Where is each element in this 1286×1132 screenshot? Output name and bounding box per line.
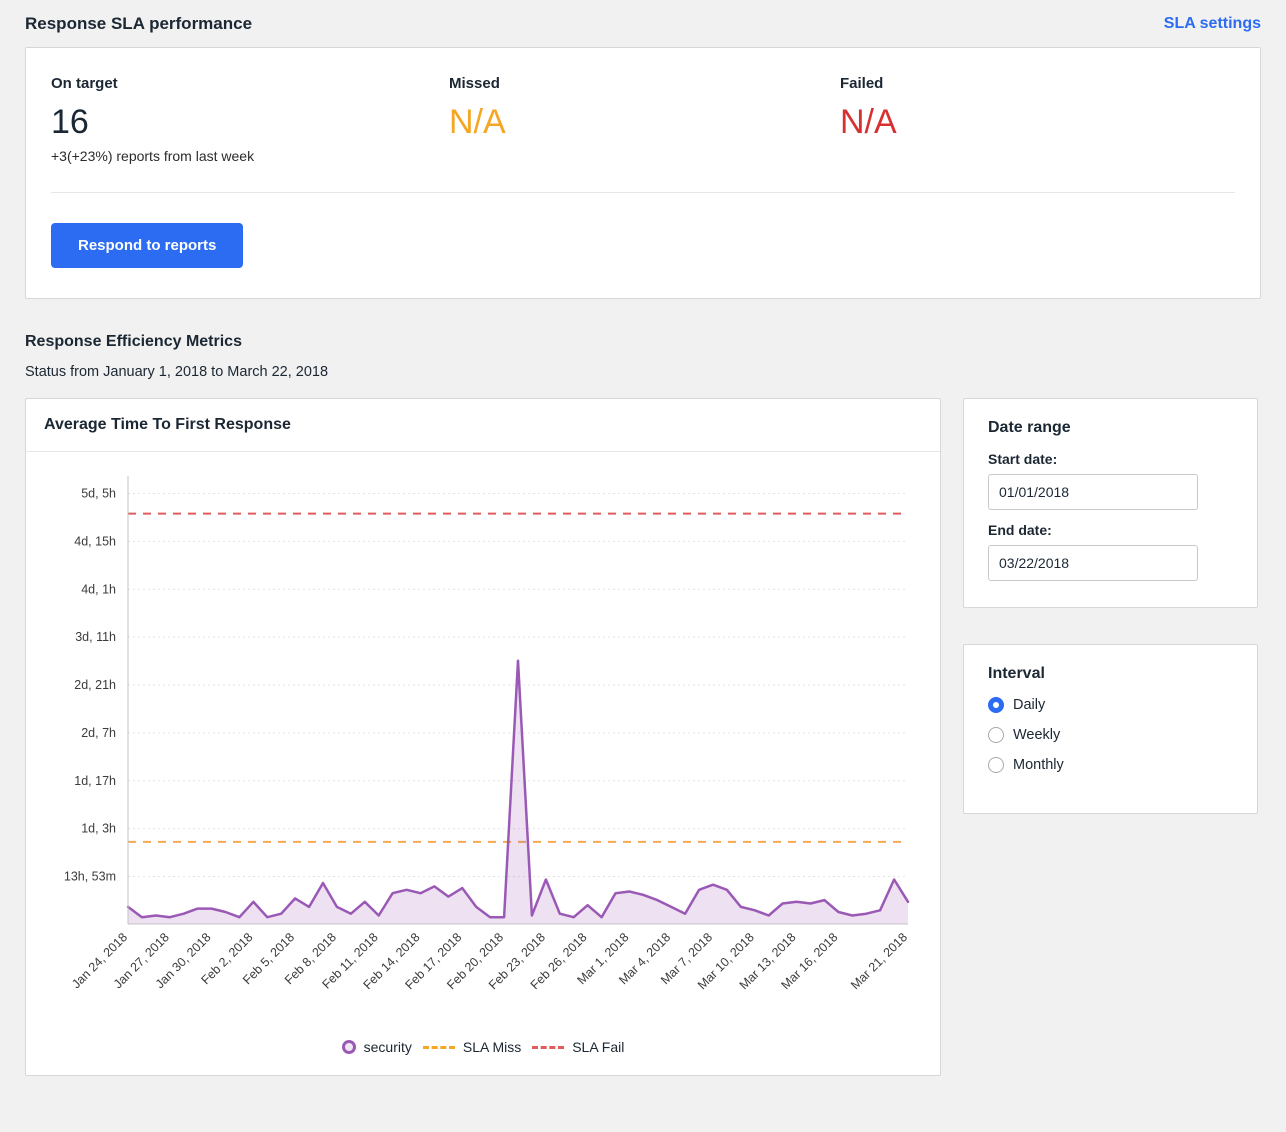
- stat-on-target-label: On target: [51, 75, 118, 92]
- svg-text:13h, 53m: 13h, 53m: [64, 870, 116, 884]
- dashboard-page: Response SLA performance SLA settings On…: [25, 14, 1261, 1077]
- stat-failed-label: Failed: [840, 75, 884, 92]
- metrics-section-header: Response Efficiency Metrics Status from …: [25, 333, 1261, 380]
- end-date-label: End date:: [988, 522, 1052, 539]
- svg-text:Mar 21, 2018: Mar 21, 2018: [848, 931, 910, 993]
- svg-text:2d, 7h: 2d, 7h: [81, 726, 116, 740]
- radio-monthly-icon: [988, 757, 1004, 774]
- radio-daily-icon: [988, 697, 1004, 714]
- radio-monthly-label: Monthly: [1013, 757, 1064, 774]
- stat-on-target-value: 16: [51, 103, 89, 141]
- sla-card-divider: [51, 192, 1235, 194]
- sla-settings-link[interactable]: SLA settings: [1163, 15, 1261, 32]
- date-range-card: Date range Start date: End date:: [963, 398, 1258, 609]
- response-time-chart-card: Average Time To First Response 13h, 53m 1…: [25, 398, 941, 1077]
- sla-miss-dash-icon: [422, 1045, 455, 1049]
- sla-performance-title: Response SLA performance: [25, 14, 253, 33]
- response-time-chart[interactable]: 13h, 53m 1d, 3h 1d, 17h 2d, 7h 2d, 21h 3d, 11…: [36, 460, 916, 1032]
- legend-label-sla-miss: SLA Miss: [462, 1039, 522, 1056]
- legend-item-sla-fail[interactable]: SLA Fail: [532, 1039, 624, 1055]
- interval-option-daily[interactable]: Daily: [988, 697, 1233, 714]
- start-date-label: Start date:: [988, 451, 1058, 468]
- chart-title: Average Time To First Response: [26, 399, 940, 453]
- svg-text:4d, 1h: 4d, 1h: [81, 583, 116, 597]
- security-series-marker-icon: [341, 1040, 356, 1055]
- svg-text:5d, 5h: 5d, 5h: [81, 487, 116, 501]
- interval-option-weekly[interactable]: Weekly: [988, 727, 1233, 744]
- legend-label-security: security: [363, 1039, 412, 1056]
- start-date-input[interactable]: [988, 474, 1198, 511]
- svg-text:4d, 15h: 4d, 15h: [74, 535, 116, 549]
- sla-performance-card: On target 16 +3(+23%) reports from last …: [25, 47, 1261, 300]
- radio-weekly-icon: [988, 727, 1004, 744]
- interval-card: Interval Daily Weekly Monthly: [963, 644, 1258, 815]
- stat-on-target-note: +3(+23%) reports from last week: [51, 148, 255, 165]
- svg-text:3d, 11h: 3d, 11h: [75, 631, 116, 645]
- stat-failed: Failed N/A: [840, 75, 897, 164]
- legend-item-security[interactable]: security: [341, 1039, 412, 1056]
- stat-on-target: On target 16 +3(+23%) reports from last …: [51, 75, 449, 164]
- stat-missed-label: Missed: [449, 75, 500, 92]
- metrics-subtitle: Status from January 1, 2018 to March 22,…: [25, 364, 329, 381]
- interval-option-monthly[interactable]: Monthly: [988, 757, 1233, 774]
- stat-missed-value: N/A: [449, 103, 506, 141]
- chart-body: 13h, 53m 1d, 3h 1d, 17h 2d, 7h 2d, 21h 3d, 11…: [26, 452, 940, 1037]
- respond-to-reports-button[interactable]: Respond to reports: [51, 223, 244, 269]
- svg-text:2d, 21h: 2d, 21h: [74, 678, 116, 692]
- legend-label-sla-fail: SLA Fail: [572, 1039, 625, 1056]
- stat-failed-value: N/A: [840, 103, 897, 141]
- end-date-input[interactable]: [988, 545, 1198, 582]
- radio-daily-label: Daily: [1013, 697, 1046, 714]
- radio-weekly-label: Weekly: [1013, 727, 1061, 744]
- chart-controls-column: Date range Start date: End date: Interva…: [963, 398, 1258, 815]
- metrics-title: Response Efficiency Metrics: [25, 333, 242, 351]
- chart-legend: security SLA Miss SLA Fail: [26, 1037, 940, 1075]
- legend-item-sla-miss[interactable]: SLA Miss: [422, 1039, 522, 1056]
- sla-performance-header: Response SLA performance SLA settings: [25, 14, 1261, 34]
- interval-title: Interval: [988, 665, 1045, 683]
- date-range-title: Date range: [988, 419, 1071, 437]
- stat-missed: Missed N/A: [449, 75, 840, 164]
- svg-text:1d, 3h: 1d, 3h: [81, 822, 116, 836]
- sla-stats-row: On target 16 +3(+23%) reports from last …: [51, 75, 1235, 164]
- svg-text:1d, 17h: 1d, 17h: [74, 774, 116, 788]
- metrics-main: Average Time To First Response 13h, 53m 1…: [25, 398, 1261, 1077]
- sla-fail-dash-icon: [532, 1045, 565, 1049]
